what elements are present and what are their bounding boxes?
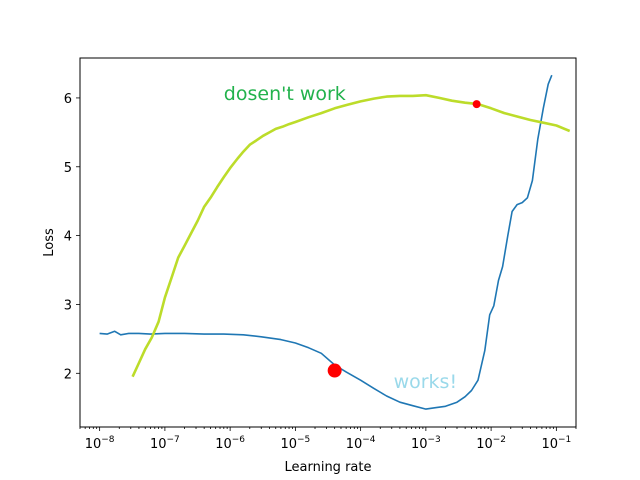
y-axis: 2 3 4 5 6	[64, 92, 80, 382]
x-tick-label: 10−7	[150, 435, 180, 452]
series-line-2	[131, 93, 571, 378]
x-tick-label: 10−2	[476, 435, 506, 452]
plot-area: dosen't work works!	[99, 74, 571, 410]
y-tick-label: 4	[64, 230, 72, 245]
annotation-2: works!	[394, 371, 458, 393]
y-tick-label: 2	[64, 367, 72, 382]
x-tick-label: 10−4	[346, 435, 376, 452]
x-tick-label: 10−6	[215, 435, 245, 452]
x-tick-label: 10−3	[411, 435, 441, 452]
series-line-1	[99, 74, 553, 410]
marker-point-2	[472, 100, 481, 109]
y-tick-label: 6	[64, 92, 72, 107]
axes-frame	[79, 57, 577, 428]
y-axis-label: Loss	[42, 228, 57, 257]
x-axis-label: Learning rate	[285, 460, 372, 475]
annotation-1: dosen't work	[224, 83, 346, 105]
y-tick-label: 3	[64, 298, 72, 313]
y-tick-label: 5	[64, 161, 72, 176]
marker-point-1	[327, 363, 342, 378]
x-axis: 10−8 10−7 10−6 10−5 10−4 10−3 10−2 10−1	[79, 427, 577, 452]
x-tick-label: 10−8	[85, 435, 115, 452]
x-tick-label: 10−5	[280, 435, 310, 452]
x-tick-label: 10−1	[541, 435, 571, 452]
